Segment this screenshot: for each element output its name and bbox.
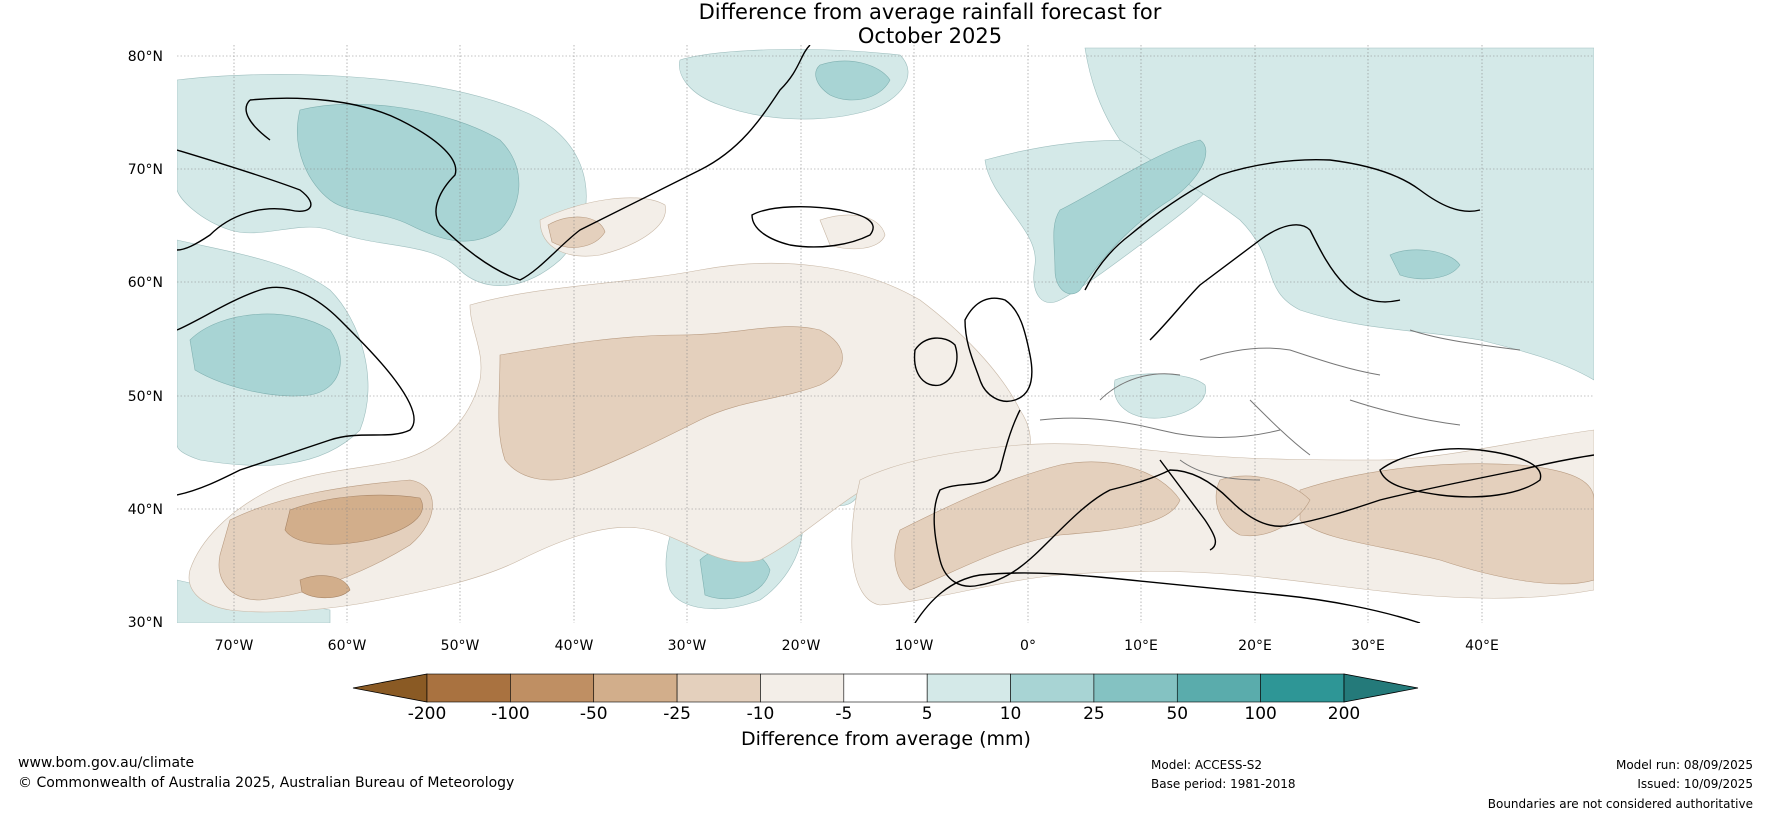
lat-labels: 80°N 70°N 60°N 50°N 40°N 30°N	[128, 49, 163, 631]
colorbar-box	[593, 673, 678, 703]
lon-label-0: 0°	[1020, 638, 1036, 654]
colorbar-extend-low	[352, 673, 428, 703]
dry-core-turkey	[1299, 463, 1594, 585]
graticule	[177, 45, 1594, 623]
coast-britain	[964, 297, 1033, 402]
colorbar-box	[1010, 673, 1095, 703]
coast-baffin	[177, 149, 312, 251]
lon-label-10e: 10°E	[1124, 638, 1158, 654]
colorbar-tick-label: 10	[1000, 704, 1022, 724]
lon-label-30e: 30°E	[1351, 638, 1385, 654]
colorbar-tick-label: -25	[663, 704, 691, 724]
dry-strong-southwest	[284, 494, 423, 545]
coast-norway	[1084, 158, 1481, 291]
lon-label-20e: 20°E	[1238, 638, 1272, 654]
footer-disclaimer: Boundaries are not considered authoritat…	[1487, 797, 1753, 811]
colorbar-tick-label: -5	[835, 704, 852, 724]
colorbar-box	[676, 673, 761, 703]
colorbar-tick-label: 100	[1244, 704, 1276, 724]
lat-label-80: 80°N	[128, 49, 163, 65]
colorbar-tick-label: -100	[491, 704, 530, 724]
colorbar: -200 -100 -50 -25 -10 -5 5 10 25 50 100 200	[352, 673, 1419, 724]
coast-finland	[1309, 229, 1401, 303]
colorbar-tick-label: -10	[747, 704, 775, 724]
wet-core-svalbard	[815, 60, 891, 101]
colorbar-extend-high	[1343, 673, 1419, 703]
footer-base-period: Base period: 1981-2018	[1151, 777, 1296, 791]
anomaly-shading	[177, 47, 1594, 623]
footer-copyright: © Commonwealth of Australia 2025, Austra…	[18, 775, 515, 791]
wet-core-labrador	[189, 313, 341, 397]
lon-label-50w: 50°W	[441, 638, 480, 654]
coast-black-sea	[1379, 448, 1542, 498]
map-title: Difference from average rainfall forecas…	[0, 0, 1770, 48]
footer-website: www.bom.gov.au/climate	[18, 755, 195, 771]
colorbar-title: Difference from average (mm)	[741, 728, 1031, 750]
colorbar-tick-label: -200	[408, 704, 447, 724]
lon-label-60w: 60°W	[328, 638, 367, 654]
wet-region-arctic-east	[1084, 47, 1594, 381]
lon-label-70w: 70°W	[215, 638, 254, 654]
lon-label-20w: 20°W	[782, 638, 821, 654]
colorbar-tick-label: -50	[580, 704, 608, 724]
colorbar-box	[1176, 673, 1261, 703]
wet-core-baltic	[1389, 249, 1461, 280]
colorbar-box	[926, 673, 1011, 703]
colorbar-box	[1093, 673, 1178, 703]
colorbar-tick-label: 200	[1328, 704, 1360, 724]
lat-label-40: 40°N	[128, 502, 163, 518]
colorbar-box	[760, 673, 845, 703]
colorbar-tick-label: 25	[1083, 704, 1105, 724]
footer-issued: Issued: 10/09/2025	[1637, 777, 1753, 791]
lon-labels: 70°W 60°W 50°W 40°W 30°W 20°W 10°W 0° 10…	[215, 638, 1499, 654]
lon-label-40w: 40°W	[555, 638, 594, 654]
footer-model: Model: ACCESS-S2	[1151, 758, 1263, 772]
dry-core-greece	[1215, 475, 1311, 537]
coast-greenland	[249, 45, 811, 281]
wet-core-norway	[1053, 139, 1207, 295]
lon-label-30w: 30°W	[668, 638, 707, 654]
coast-labrador	[177, 286, 415, 496]
coast-sweden	[1149, 224, 1311, 341]
colorbar-tick-label: 5	[922, 704, 933, 724]
colorbar-box	[510, 673, 595, 703]
coast-greenland-west	[245, 99, 271, 141]
coast-italy	[1159, 459, 1217, 551]
colorbar-box	[843, 673, 928, 703]
dry-core-iberia	[894, 461, 1181, 591]
coast-western-europe	[933, 409, 1594, 587]
coast-iceland	[751, 206, 874, 248]
dry-region-iceland	[819, 214, 886, 250]
dry-core-atlantic	[498, 326, 843, 481]
title-line-1: Difference from average rainfall forecas…	[698, 0, 1162, 24]
colorbar-box	[426, 673, 511, 703]
coast-ireland	[913, 337, 958, 387]
lat-label-70: 70°N	[128, 162, 163, 178]
lat-label-60: 60°N	[128, 275, 163, 291]
colorbar-box	[1260, 673, 1345, 703]
footer-model-run: Model run: 08/09/2025	[1615, 758, 1753, 772]
lon-label-40e: 40°E	[1465, 638, 1499, 654]
dry-strong-southwest-2	[299, 575, 351, 599]
colorbar-tick-label: 50	[1166, 704, 1188, 724]
coast-north-africa	[914, 572, 1421, 623]
country-borders	[1039, 329, 1521, 481]
wet-core-greenland	[297, 103, 520, 242]
lon-label-10w: 10°W	[895, 638, 934, 654]
coastlines	[177, 45, 1594, 623]
lat-label-50: 50°N	[128, 389, 163, 405]
title-line-2: October 2025	[857, 24, 1003, 48]
lat-label-30: 30°N	[128, 615, 163, 631]
